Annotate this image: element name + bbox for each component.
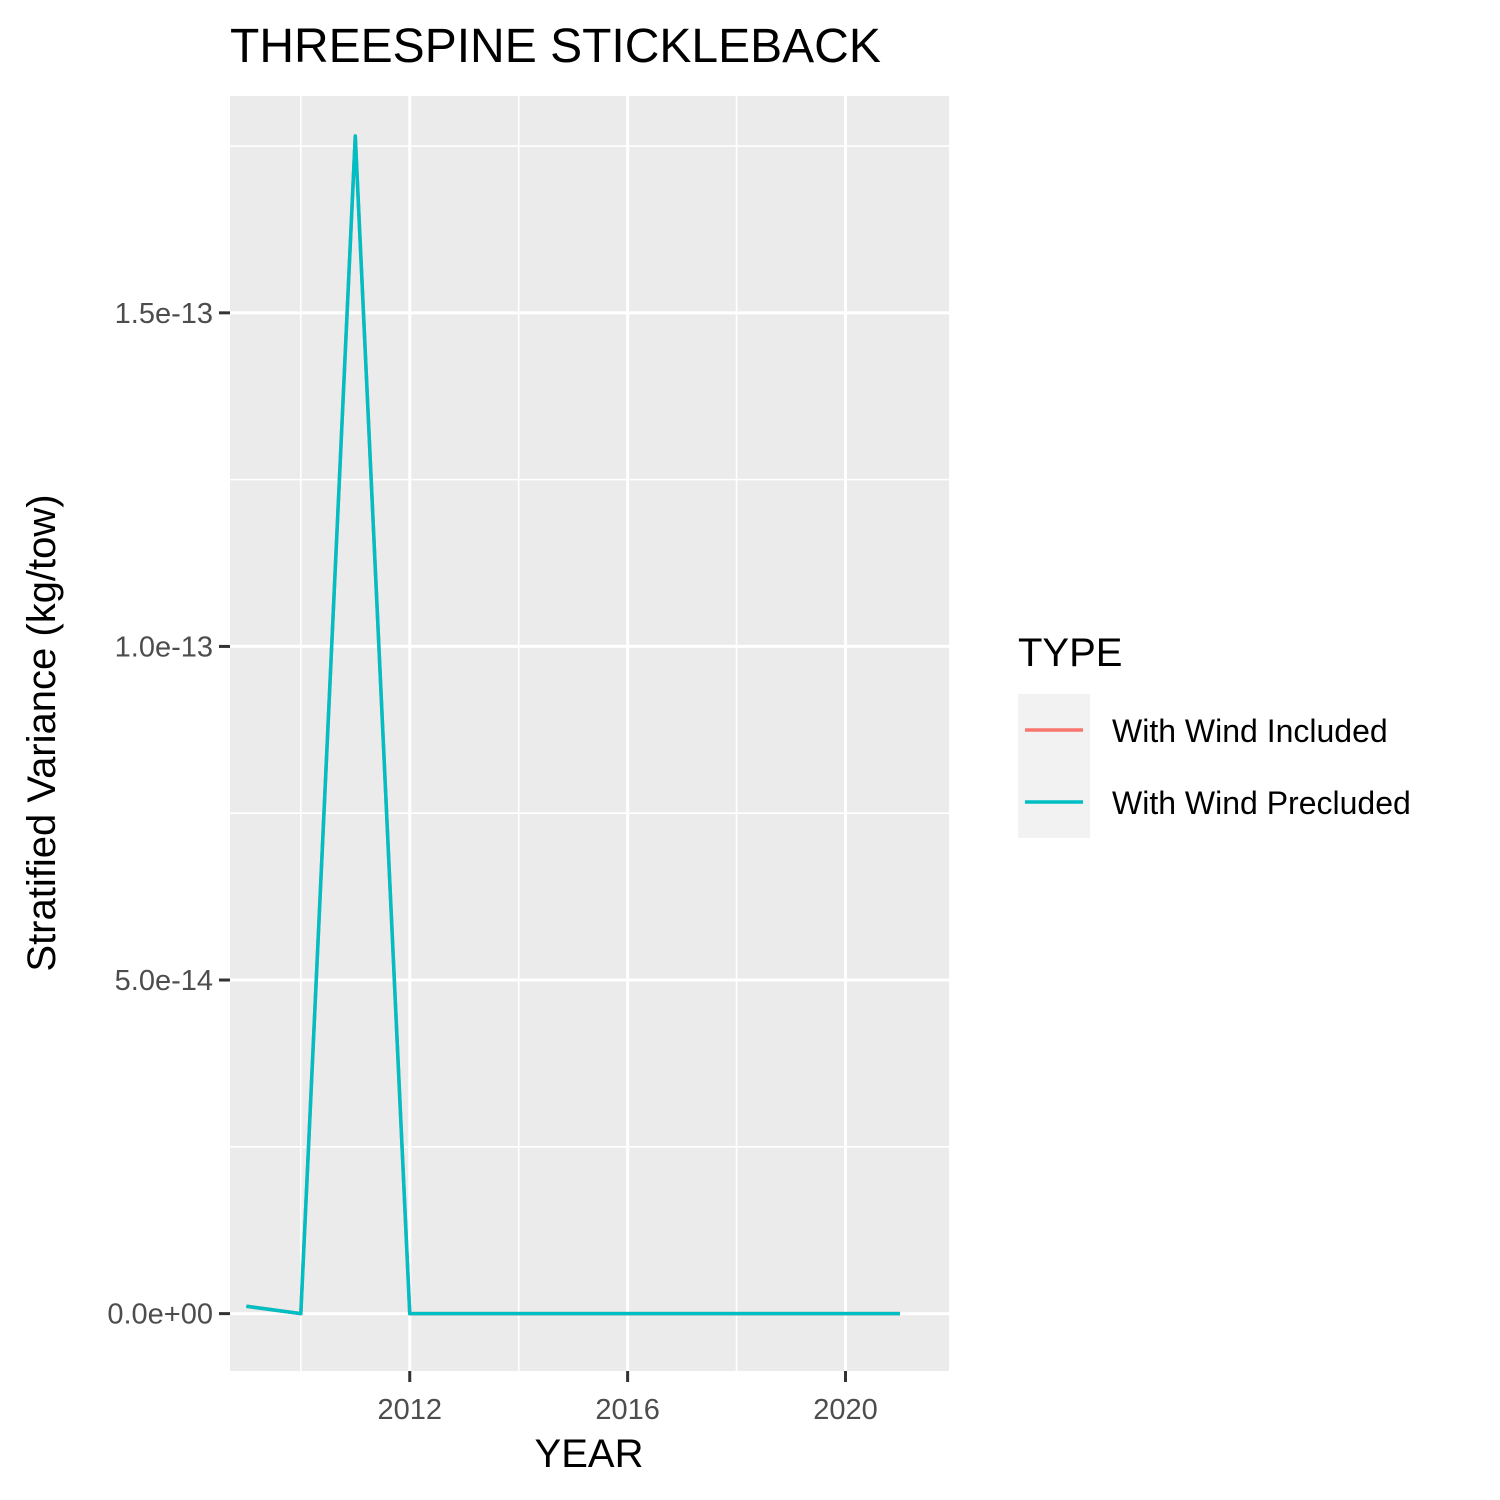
y-tick-label: 1.0e-13: [115, 631, 213, 663]
series-line-with-wind-precluded: [246, 134, 900, 1316]
legend: TYPE With Wind Included With Wind Preclu…: [1018, 631, 1411, 838]
legend-key-background: [1018, 694, 1090, 838]
x-axis-title: YEAR: [535, 1432, 644, 1476]
y-tick-label: 1.5e-13: [115, 298, 213, 330]
y-tick-label: 5.0e-14: [115, 965, 213, 997]
legend-label-with-wind-precluded: With Wind Precluded: [1112, 785, 1411, 821]
chart-title: THREESPINE STICKLEBACK: [230, 20, 881, 73]
legend-label-with-wind-included: With Wind Included: [1112, 713, 1388, 749]
plot-panel: [230, 96, 949, 1371]
legend-title: TYPE: [1018, 631, 1122, 675]
y-tick-label: 0.0e+00: [107, 1299, 213, 1331]
x-tick-label: 2016: [595, 1394, 660, 1426]
grid-minor: [230, 96, 949, 1371]
x-axis: 2012 2016 2020: [377, 1371, 878, 1426]
y-axis: 0.0e+00 5.0e-14 1.0e-13 1.5e-13: [107, 298, 230, 1331]
grid-major: [230, 96, 949, 1371]
x-tick-label: 2020: [813, 1394, 878, 1426]
x-tick-label: 2012: [377, 1394, 442, 1426]
series-lines: [246, 134, 900, 1316]
y-axis-title: Stratified Variance (kg/tow): [20, 494, 64, 971]
